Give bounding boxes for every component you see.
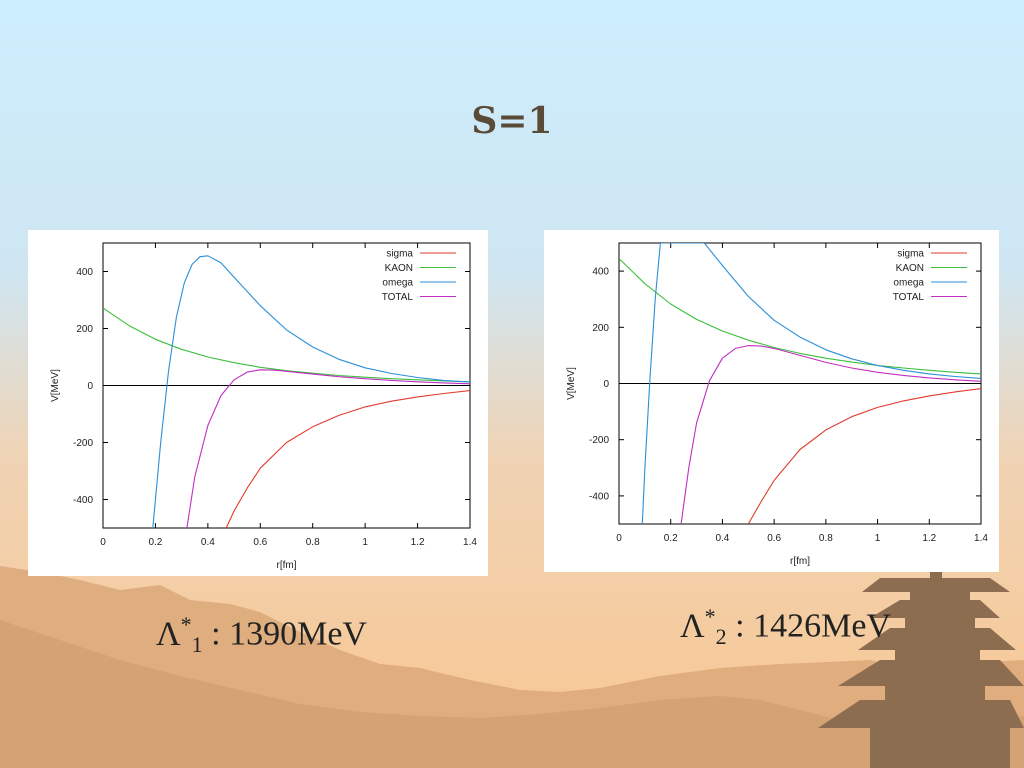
caption-text: : 1426MeV [735, 607, 891, 645]
series-line-omega [641, 243, 981, 524]
x-tick-label: 1.4 [463, 537, 477, 548]
caption-lambda1: Λ*1 : 1390MeV [156, 612, 367, 658]
y-tick-label: -200 [589, 435, 609, 446]
y-tick-label: -400 [589, 491, 609, 502]
x-tick-label: 1.4 [974, 533, 988, 544]
x-tick-label: 0.4 [201, 537, 215, 548]
series-line-omega [152, 255, 470, 528]
series-line-kaon [619, 258, 981, 375]
legend-label: TOTAL [382, 292, 414, 303]
y-tick-label: -400 [73, 495, 93, 506]
x-tick-label: 0.6 [253, 537, 267, 548]
caption-sup: * [180, 612, 192, 637]
y-tick-label: 400 [76, 267, 93, 278]
y-tick-label: 200 [76, 324, 93, 335]
y-tick-label: 0 [603, 379, 609, 390]
caption-sub: 1 [191, 632, 203, 658]
y-axis-label: V[MeV] [566, 367, 577, 400]
x-tick-label: 0.2 [148, 537, 162, 548]
legend-label: omega [382, 278, 413, 289]
x-tick-label: 0.8 [306, 537, 320, 548]
x-axis-label: r[fm] [790, 556, 810, 567]
y-tick-label: -200 [73, 438, 93, 449]
legend-label: KAON [896, 263, 924, 274]
x-tick-label: 0 [616, 533, 622, 544]
y-tick-label: 0 [87, 381, 93, 392]
y-tick-label: 400 [592, 267, 609, 278]
x-axis-label: r[fm] [277, 560, 297, 571]
x-tick-label: 0 [100, 537, 106, 548]
series-line-total [186, 369, 470, 528]
series-line-kaon [103, 307, 470, 383]
legend-label: omega [893, 278, 924, 289]
caption-text: : 1390MeV [211, 615, 367, 653]
x-tick-label: 1 [875, 533, 881, 544]
legend-label: KAON [385, 263, 413, 274]
chart-panel-2: 0 0.2 0.4 0.6 0.8 1 1.2 1.4 -400 -200 0 200 400 r[fm]… [544, 230, 999, 572]
y-axis-label: V[MeV] [50, 369, 61, 402]
caption-lambda2: Λ*2 : 1426MeV [680, 604, 891, 650]
potential-chart-1: 0 0.2 0.4 0.6 0.8 1 1.2 1.4 -400 -200 0 200 400 r[fm]… [50, 242, 477, 571]
y-tick-label: 200 [592, 323, 609, 334]
legend-label: sigma [897, 249, 924, 260]
legend-label: TOTAL [893, 292, 925, 303]
series-line-sigma [747, 388, 981, 524]
caption-sup: * [704, 604, 716, 629]
series-line-total [680, 345, 981, 524]
x-tick-label: 1 [362, 537, 368, 548]
caption-symbol: Λ [156, 615, 181, 653]
x-tick-label: 0.2 [664, 533, 678, 544]
caption-sub: 2 [715, 624, 727, 650]
x-tick-label: 0.6 [767, 533, 781, 544]
x-tick-label: 0.8 [819, 533, 833, 544]
x-tick-label: 1.2 [411, 537, 425, 548]
legend-label: sigma [386, 249, 413, 260]
near-hills [0, 620, 1024, 768]
potential-chart-2: 0 0.2 0.4 0.6 0.8 1 1.2 1.4 -400 -200 0 200 400 r[fm]… [566, 242, 988, 567]
chart-panel-1: 0 0.2 0.4 0.6 0.8 1 1.2 1.4 -400 -200 0 200 400 r[fm]… [28, 230, 488, 576]
x-tick-label: 1.2 [922, 533, 936, 544]
slide-title: S=1 [471, 100, 553, 142]
series-line-sigma [225, 390, 470, 528]
caption-symbol: Λ [680, 607, 705, 645]
x-tick-label: 0.4 [715, 533, 729, 544]
